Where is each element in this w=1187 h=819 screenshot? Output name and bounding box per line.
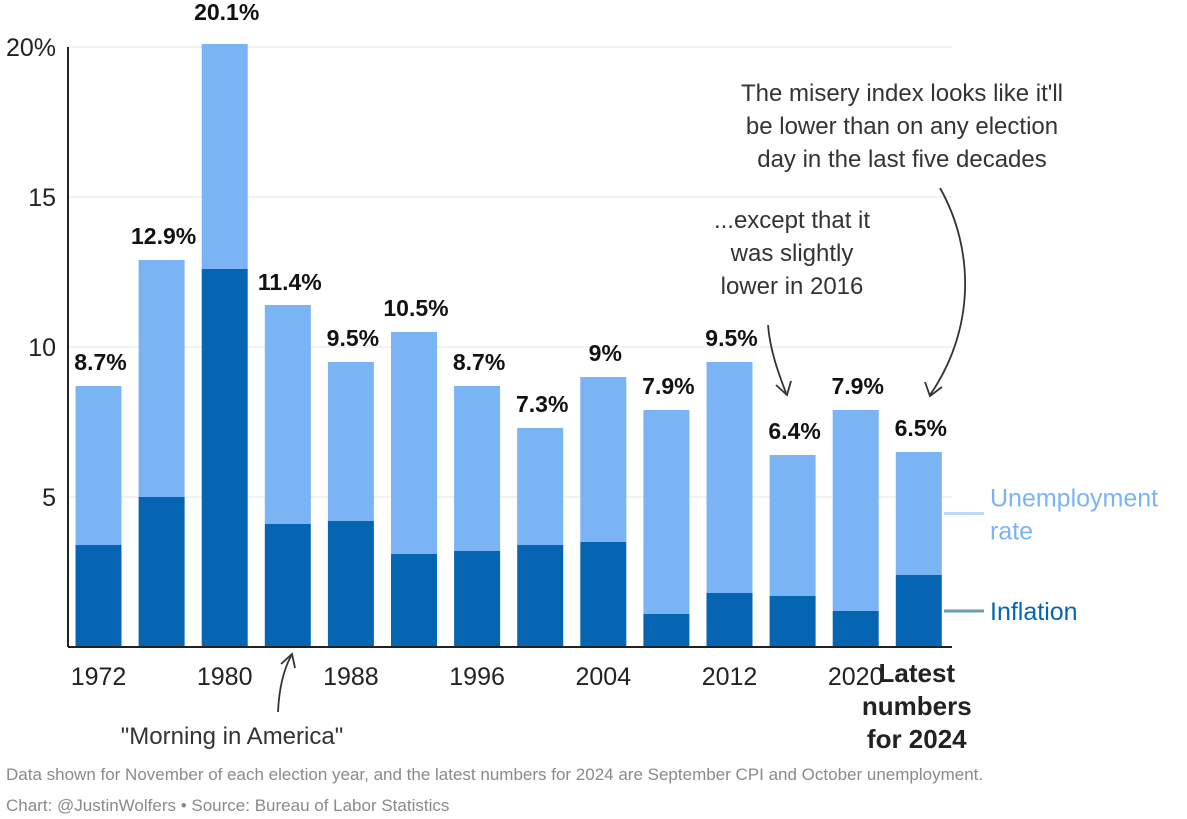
y-tick-label: 5 bbox=[42, 484, 56, 512]
x-tick-label: 1988 bbox=[323, 663, 379, 691]
legend-label: Inflation bbox=[990, 598, 1078, 626]
bar-inflation bbox=[517, 545, 564, 647]
data-label: 6.4% bbox=[768, 418, 820, 444]
arrow-except-2016-head bbox=[775, 380, 792, 397]
bar-unemployment-rate bbox=[75, 386, 122, 545]
annotation-except2016: was slightly bbox=[730, 240, 854, 267]
data-label: 10.5% bbox=[383, 295, 448, 321]
bar-inflation bbox=[327, 521, 374, 647]
data-label: 7.9% bbox=[831, 373, 883, 399]
y-tick-label: 20% bbox=[6, 34, 56, 62]
data-labels: 8.7%12.9%20.1%11.4%9.5%10.5%8.7%7.3%9%7.… bbox=[74, 0, 947, 444]
x-tick-labels: 1972 1980 1988 1996 2004 2012 2020Latestnumber… bbox=[71, 658, 972, 754]
data-label: 11.4% bbox=[258, 269, 322, 295]
arrow-misery-head bbox=[924, 381, 943, 398]
bar-unemployment-rate bbox=[580, 377, 627, 542]
data-label: 9.5% bbox=[705, 325, 757, 351]
footer-note: Data shown for November of each election… bbox=[6, 765, 984, 784]
x-tick-label: 1972 bbox=[71, 663, 127, 691]
bar-inflation bbox=[454, 551, 501, 647]
x-tick-label: 2020 bbox=[828, 663, 884, 691]
x-tick-label-latest: numbers bbox=[862, 691, 972, 721]
bar-inflation bbox=[580, 542, 627, 647]
bar-inflation bbox=[769, 596, 816, 647]
footer-credit: Chart: @JustinWolfers • Source: Bureau o… bbox=[6, 796, 450, 815]
x-tick-label: 2012 bbox=[702, 663, 758, 691]
data-label: 8.7% bbox=[453, 349, 505, 375]
annotations: The misery index looks like it'll be lowe… bbox=[121, 80, 1063, 750]
annotation-except2016: ...except that it bbox=[714, 207, 870, 234]
x-tick-label-latest: Latest bbox=[879, 658, 956, 688]
bar-unemployment-rate bbox=[327, 362, 374, 521]
bar-unemployment-rate bbox=[264, 305, 311, 524]
bar-unemployment-rate bbox=[454, 386, 501, 551]
annotation-misery: The misery index looks like it'll bbox=[741, 80, 1063, 107]
data-label: 9.5% bbox=[327, 325, 379, 351]
annotation-misery: be lower than on any election bbox=[746, 113, 1058, 140]
y-tick-label: 10 bbox=[28, 334, 56, 362]
data-label: 7.3% bbox=[516, 391, 568, 417]
x-tick-label: 2004 bbox=[575, 663, 631, 691]
bar-inflation bbox=[643, 614, 690, 647]
annotation-arrows bbox=[277, 187, 966, 713]
data-label: 6.5% bbox=[895, 415, 947, 441]
bar-inflation bbox=[706, 593, 753, 647]
bar-inflation bbox=[138, 497, 185, 647]
legend-label: rate bbox=[990, 518, 1033, 546]
data-label: 12.9% bbox=[131, 223, 196, 249]
x-tick-label: 1996 bbox=[449, 663, 505, 691]
arrow-morning bbox=[277, 655, 292, 713]
arrow-misery bbox=[929, 187, 966, 396]
bar-inflation bbox=[75, 545, 122, 647]
data-label: 20.1% bbox=[194, 0, 259, 25]
data-label: 8.7% bbox=[74, 349, 126, 375]
arrow-morning-head bbox=[280, 652, 296, 669]
y-tick-label: 15 bbox=[28, 184, 56, 212]
bar-inflation bbox=[832, 611, 879, 647]
annotation-except2016: lower in 2016 bbox=[721, 273, 864, 300]
bars bbox=[75, 44, 942, 647]
legend: Unemployment rate Inflation bbox=[944, 485, 1158, 626]
legend-label: Unemployment bbox=[990, 485, 1158, 513]
y-tick-labels: 5 10 15 20% bbox=[6, 34, 56, 512]
annotation-misery: day in the last five decades bbox=[757, 146, 1047, 173]
bar-unemployment-rate bbox=[832, 410, 879, 611]
data-label: 9% bbox=[589, 340, 622, 366]
bar-unemployment-rate bbox=[769, 455, 816, 596]
data-label: 7.9% bbox=[642, 373, 694, 399]
bar-inflation bbox=[895, 575, 942, 647]
x-tick-label: 1980 bbox=[197, 663, 253, 691]
bar-unemployment-rate bbox=[706, 362, 753, 593]
bar-unemployment-rate bbox=[391, 332, 437, 554]
bar-inflation bbox=[391, 554, 437, 647]
bar-unemployment-rate bbox=[895, 452, 942, 575]
bar-unemployment-rate bbox=[201, 44, 248, 269]
bar-inflation bbox=[264, 524, 311, 647]
bar-unemployment-rate bbox=[517, 428, 564, 545]
arrow-except-2016 bbox=[767, 324, 787, 394]
annotation-morning: "Morning in America" bbox=[121, 723, 343, 750]
bar-inflation bbox=[201, 269, 248, 647]
x-tick-label-latest: for 2024 bbox=[867, 724, 967, 754]
bar-unemployment-rate bbox=[138, 260, 185, 497]
bar-unemployment-rate bbox=[643, 410, 690, 614]
